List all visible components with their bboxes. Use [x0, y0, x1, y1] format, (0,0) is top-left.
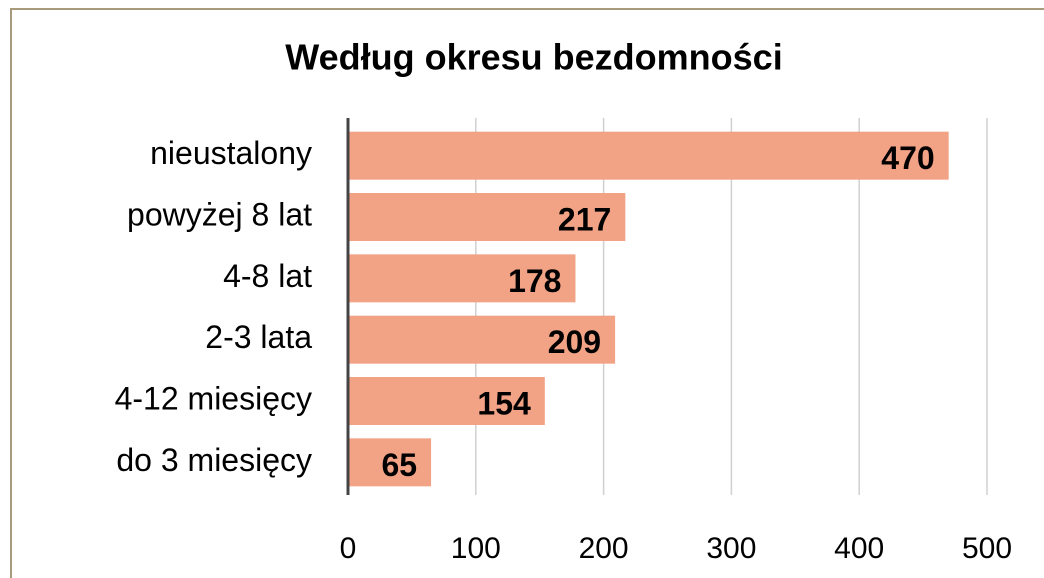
x-tick-label: 300 — [706, 532, 756, 565]
y-tick-label: 4-8 lat — [223, 258, 312, 294]
y-tick-label: 2-3 lata — [205, 319, 312, 355]
bar — [348, 438, 432, 487]
bar — [348, 254, 576, 303]
x-tick-label: 100 — [451, 532, 501, 565]
x-tick-label: 200 — [579, 532, 629, 565]
bar — [348, 315, 616, 364]
value-label: 154 — [477, 385, 531, 421]
bar — [348, 377, 545, 425]
y-tick-label: do 3 miesięcy — [116, 442, 312, 478]
value-label: 470 — [881, 140, 934, 176]
value-label: 209 — [548, 324, 601, 360]
y-tick-label: 4-12 miesięcy — [115, 380, 312, 416]
x-tick-label: 0 — [340, 532, 357, 565]
chart-title: Według okresu bezdomności — [285, 37, 782, 78]
x-tick-label: 500 — [962, 532, 1012, 565]
bar — [348, 193, 626, 241]
x-tick-label: 400 — [834, 532, 884, 565]
y-tick-label: nieustalony — [150, 135, 312, 171]
value-label: 217 — [558, 201, 611, 237]
value-label: 65 — [381, 447, 417, 483]
bar — [348, 131, 949, 180]
value-label: 178 — [508, 263, 561, 299]
y-tick-label: powyżej 8 lat — [127, 196, 312, 232]
